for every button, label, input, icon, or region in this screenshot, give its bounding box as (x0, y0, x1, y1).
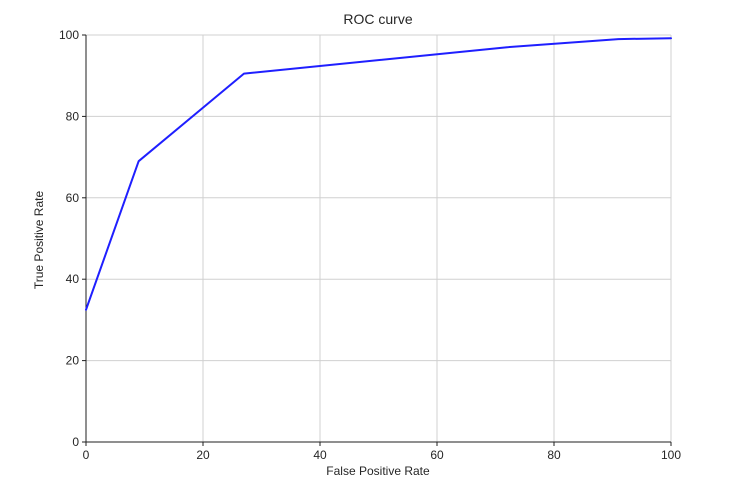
x-axis-label: False Positive Rate (326, 464, 430, 478)
chart-title: ROC curve (343, 11, 412, 27)
y-tick-label: 20 (66, 354, 80, 368)
grid-lines (85, 34, 672, 443)
x-tick-label: 60 (430, 448, 444, 462)
roc-curve-line (85, 37, 672, 311)
tick-labels: 0 20 40 60 80 100 0 20 40 60 80 100 (59, 28, 681, 462)
x-tick-label: 100 (661, 448, 681, 462)
x-tick-label: 40 (313, 448, 327, 462)
y-tick-label: 100 (59, 28, 79, 42)
x-tick-label: 80 (547, 448, 561, 462)
y-axis-label: True Positive Rate (32, 191, 46, 290)
x-tick-label: 20 (196, 448, 210, 462)
x-tick-label: 0 (83, 448, 90, 462)
axes (82, 34, 672, 446)
y-tick-label: 60 (66, 191, 80, 205)
y-tick-label: 80 (66, 109, 80, 123)
y-tick-label: 40 (66, 272, 80, 286)
y-tick-label: 0 (72, 435, 79, 449)
series-lines (85, 37, 672, 311)
